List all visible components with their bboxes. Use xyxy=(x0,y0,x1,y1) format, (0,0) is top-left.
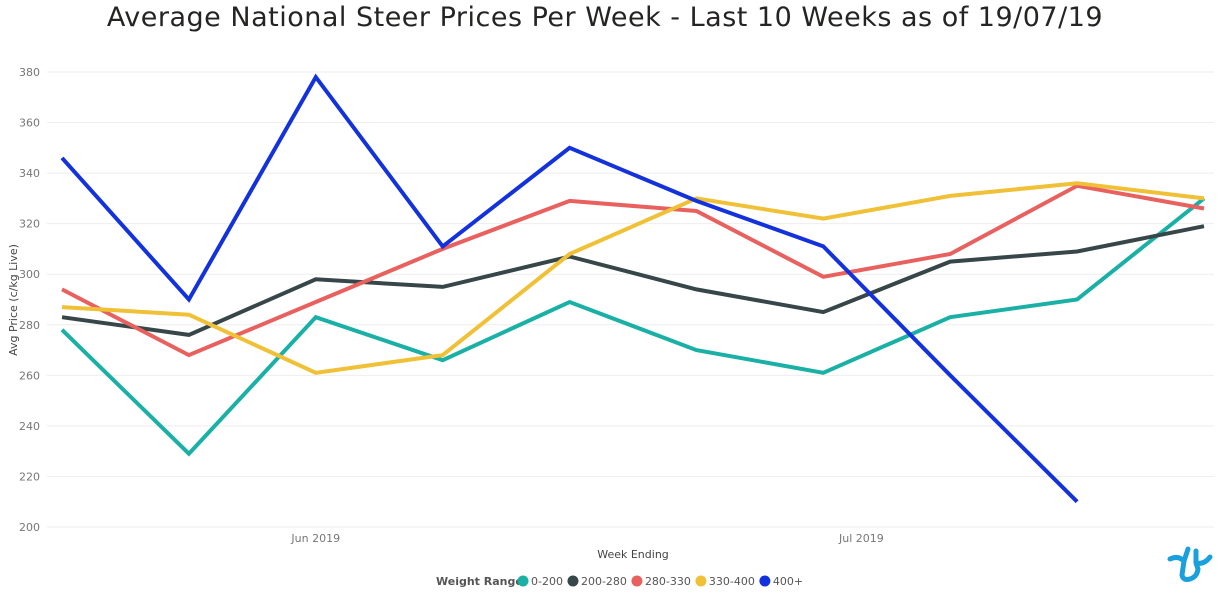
y-tick-label: 380 xyxy=(19,66,40,79)
gridlines xyxy=(47,71,1214,528)
legend[interactable]: Weight Range 0-200 200-280 280-330 330-400 4… xyxy=(436,575,803,588)
series-line-400+ xyxy=(60,73,1079,504)
y-axis-title: Avg Price (c/kg Live) xyxy=(7,244,20,356)
y-tick-label: 360 xyxy=(19,117,40,130)
series-line-330-400 xyxy=(61,181,1205,375)
y-axis-ticks: 200 220 240 260 280 300 320 340 360 380 xyxy=(19,66,40,534)
series-line-0-200 xyxy=(60,196,1206,457)
legend-marker-280-330 xyxy=(631,575,643,587)
legend-marker-330-400 xyxy=(695,575,707,587)
legend-title: Weight Range xyxy=(436,575,523,588)
y-tick-label: 200 xyxy=(19,521,40,534)
series-line-280-330 xyxy=(61,183,1205,358)
chart-title: Average National Steer Prices Per Week -… xyxy=(106,2,1104,33)
x-tick-label: Jun 2019 xyxy=(290,532,340,545)
y-tick-label: 260 xyxy=(19,369,40,382)
x-tick-label: Jul 2019 xyxy=(838,532,884,545)
legend-label-400+[interactable]: 400+ xyxy=(773,575,803,588)
y-tick-label: 300 xyxy=(19,268,40,281)
y-tick-label: 340 xyxy=(19,167,40,180)
legend-label-0-200[interactable]: 0-200 xyxy=(531,575,563,588)
legend-marker-400+ xyxy=(759,575,771,587)
y-tick-label: 220 xyxy=(19,470,40,483)
y-tick-label: 280 xyxy=(19,319,40,332)
x-axis-ticks: Jun 2019 Jul 2019 xyxy=(290,532,883,545)
y-tick-label: 240 xyxy=(19,420,40,433)
y-tick-label: 320 xyxy=(19,218,40,231)
legend-marker-0-200 xyxy=(517,575,529,587)
series-lines xyxy=(60,73,1206,504)
x-axis-title: Week Ending xyxy=(597,548,669,561)
legend-marker-200-280 xyxy=(567,575,579,587)
series-line-200-280 xyxy=(61,224,1205,337)
legend-label-330-400[interactable]: 330-400 xyxy=(709,575,755,588)
legend-label-200-280[interactable]: 200-280 xyxy=(581,575,627,588)
legend-label-280-330[interactable]: 280-330 xyxy=(645,575,691,588)
brand-logo-icon xyxy=(1167,546,1213,582)
